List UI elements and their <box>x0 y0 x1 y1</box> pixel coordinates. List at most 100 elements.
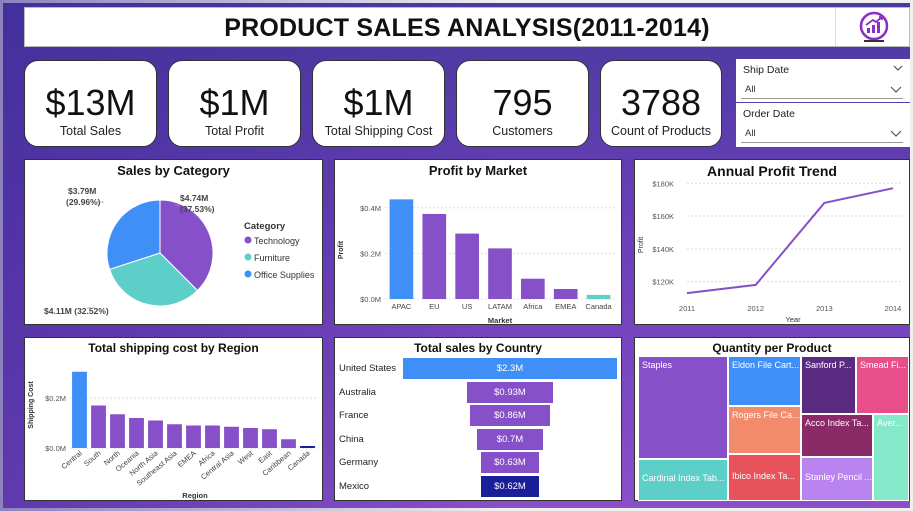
funnel-bar: $0.62M <box>481 476 539 497</box>
funnel-bar: $0.93M <box>466 381 554 403</box>
x-axis-label: Year <box>785 315 801 324</box>
treemap-tile: Aver... <box>873 414 909 501</box>
bar <box>205 425 220 448</box>
x-tick-label: 2011 <box>679 304 695 313</box>
chevron-down-icon[interactable] <box>893 64 903 72</box>
kpi-value: 3788 <box>620 82 702 123</box>
slicer-label: Ship Date <box>743 64 790 76</box>
bar <box>389 199 414 299</box>
funnel-bar: $0.7M <box>477 428 543 450</box>
kpi-value: $1M <box>199 82 270 123</box>
bar <box>488 248 512 299</box>
treemap-tile: Smead Fi... <box>856 356 909 414</box>
slicer-dropdown[interactable] <box>741 79 903 99</box>
analytics-logo-icon <box>835 8 909 46</box>
chart-title: Total sales by Country <box>414 341 542 355</box>
chevron-down-icon[interactable] <box>890 129 902 137</box>
legend-title: Category <box>244 221 286 232</box>
country-label: Mexico <box>339 481 370 492</box>
kpi-count-of-products: 3788 Count of Products <box>600 60 722 147</box>
country-label: United States <box>339 363 397 374</box>
treemap-tile: Cardinal Index Tab... <box>638 459 728 501</box>
title-bar: PRODUCT SALES ANALYSIS(2011-2014) <box>24 7 910 47</box>
treemap-tile: Ibico Index Ta... <box>728 454 801 501</box>
slicer-value: All <box>745 128 756 139</box>
kpi-label: Customers <box>492 124 553 138</box>
legend-item-office-supplies: Office Supplies <box>254 270 315 280</box>
annual-profit-trend-chart: Annual Profit Trend $120K $140K $160K $180K… <box>634 159 910 325</box>
x-tick-label: 2013 <box>816 304 833 313</box>
kpi-value: 795 <box>492 82 553 123</box>
sales-by-country-chart: Total sales by Country United States $2.3… <box>334 337 622 501</box>
y-tick-label: $0.4M <box>360 204 381 213</box>
order-date-slicer[interactable]: Order Date All <box>736 103 910 147</box>
slice-label-technology-value: $4.74M <box>180 193 208 203</box>
y-tick-label: $180K <box>652 179 674 188</box>
kpi-label: Total Sales <box>59 124 122 138</box>
bar <box>72 371 87 448</box>
legend-item-technology: Technology <box>254 236 300 246</box>
kpi-value: $1M <box>343 82 414 123</box>
chart-title: Annual Profit Trend <box>707 163 837 179</box>
x-tick-label: LATAM <box>488 302 512 311</box>
bar <box>148 420 163 448</box>
chevron-down-icon[interactable] <box>890 85 902 93</box>
kpi-total-sales: $13M Total Sales <box>24 60 157 147</box>
y-axis-label: Profit <box>638 237 645 253</box>
slicer-label: Order Date <box>743 108 795 120</box>
sales-by-category-chart: Sales by Category $3.79M (29.96%) $4.74M… <box>24 159 323 325</box>
x-tick-label: South <box>82 449 103 468</box>
ship-date-slicer[interactable]: Ship Date All <box>736 59 910 102</box>
legend-item-furniture: Furniture <box>254 253 290 263</box>
slice-label-office-pct: (29.96%) <box>66 197 101 207</box>
kpi-label: Total Profit <box>204 124 265 138</box>
funnel-bar: $2.3M <box>403 358 617 379</box>
bar <box>281 439 296 448</box>
profit-by-market-chart: Profit by Market $0.0M $0.2M $0.4M APAC EU US… <box>334 159 622 325</box>
slice-label-furniture: $4.11M (32.52%) <box>44 306 109 316</box>
funnel-bar: $0.86M <box>469 405 550 427</box>
pie-slices <box>106 199 214 307</box>
profit-market-plot: $0.0M $0.2M $0.4M APAC EU US LATAM Africa EMEA Ca… <box>360 199 615 311</box>
treemap-tile: Stanley Pencil ... <box>801 457 873 501</box>
x-axis-label: Region <box>182 491 208 500</box>
legend-dot-office-supplies <box>244 270 252 278</box>
y-tick-label: $0.2M <box>360 249 381 258</box>
country-label: Australia <box>339 386 376 398</box>
pie-slice-furniture <box>108 252 199 307</box>
country-label: China <box>339 433 364 445</box>
bar <box>422 213 447 299</box>
slice-label-technology-pct: (37.53%) <box>180 204 215 214</box>
kpi-total-shipping-cost: $1M Total Shipping Cost <box>312 60 445 147</box>
y-axis-label: Profit <box>338 240 345 259</box>
x-tick-label: Canada <box>286 448 313 472</box>
y-tick-label: $140K <box>652 245 674 254</box>
bar <box>167 424 182 448</box>
pie-slice-office-supplies <box>106 199 161 270</box>
profit-trend-plot: $120K $140K $160K $180K 2011 2012 2013 2014 <box>652 179 901 313</box>
y-tick-label: $160K <box>652 212 674 221</box>
slicer-value: All <box>745 84 756 95</box>
chart-title: Total shipping cost by Region <box>88 341 259 355</box>
treemap-tile: Eldon File Cart... <box>728 356 801 406</box>
bar <box>586 294 611 299</box>
pie-slice-technology <box>159 199 214 292</box>
slicer-dropdown[interactable] <box>741 123 903 143</box>
treemap-tile: Staples <box>638 356 728 459</box>
page-title: PRODUCT SALES ANALYSIS(2011-2014) <box>224 14 710 42</box>
x-tick-label: West <box>236 448 255 466</box>
x-tick-label: US <box>462 302 472 311</box>
treemap-tile: Sanford P... <box>801 356 856 414</box>
bar <box>553 288 578 299</box>
bar <box>455 233 479 299</box>
chart-title: Quantity per Product <box>712 341 832 355</box>
x-tick-label: Africa <box>523 302 543 311</box>
kpi-total-profit: $1M Total Profit <box>168 60 301 147</box>
bar <box>300 446 315 448</box>
bar <box>243 428 258 448</box>
kpi-label: Total Shipping Cost <box>324 124 433 138</box>
y-tick-label: $0.2M <box>45 394 66 403</box>
quantity-per-product-chart: Quantity per Product Staples Cardinal Ind… <box>634 337 910 501</box>
treemap-tile: Rogers File Ca... <box>728 406 801 454</box>
